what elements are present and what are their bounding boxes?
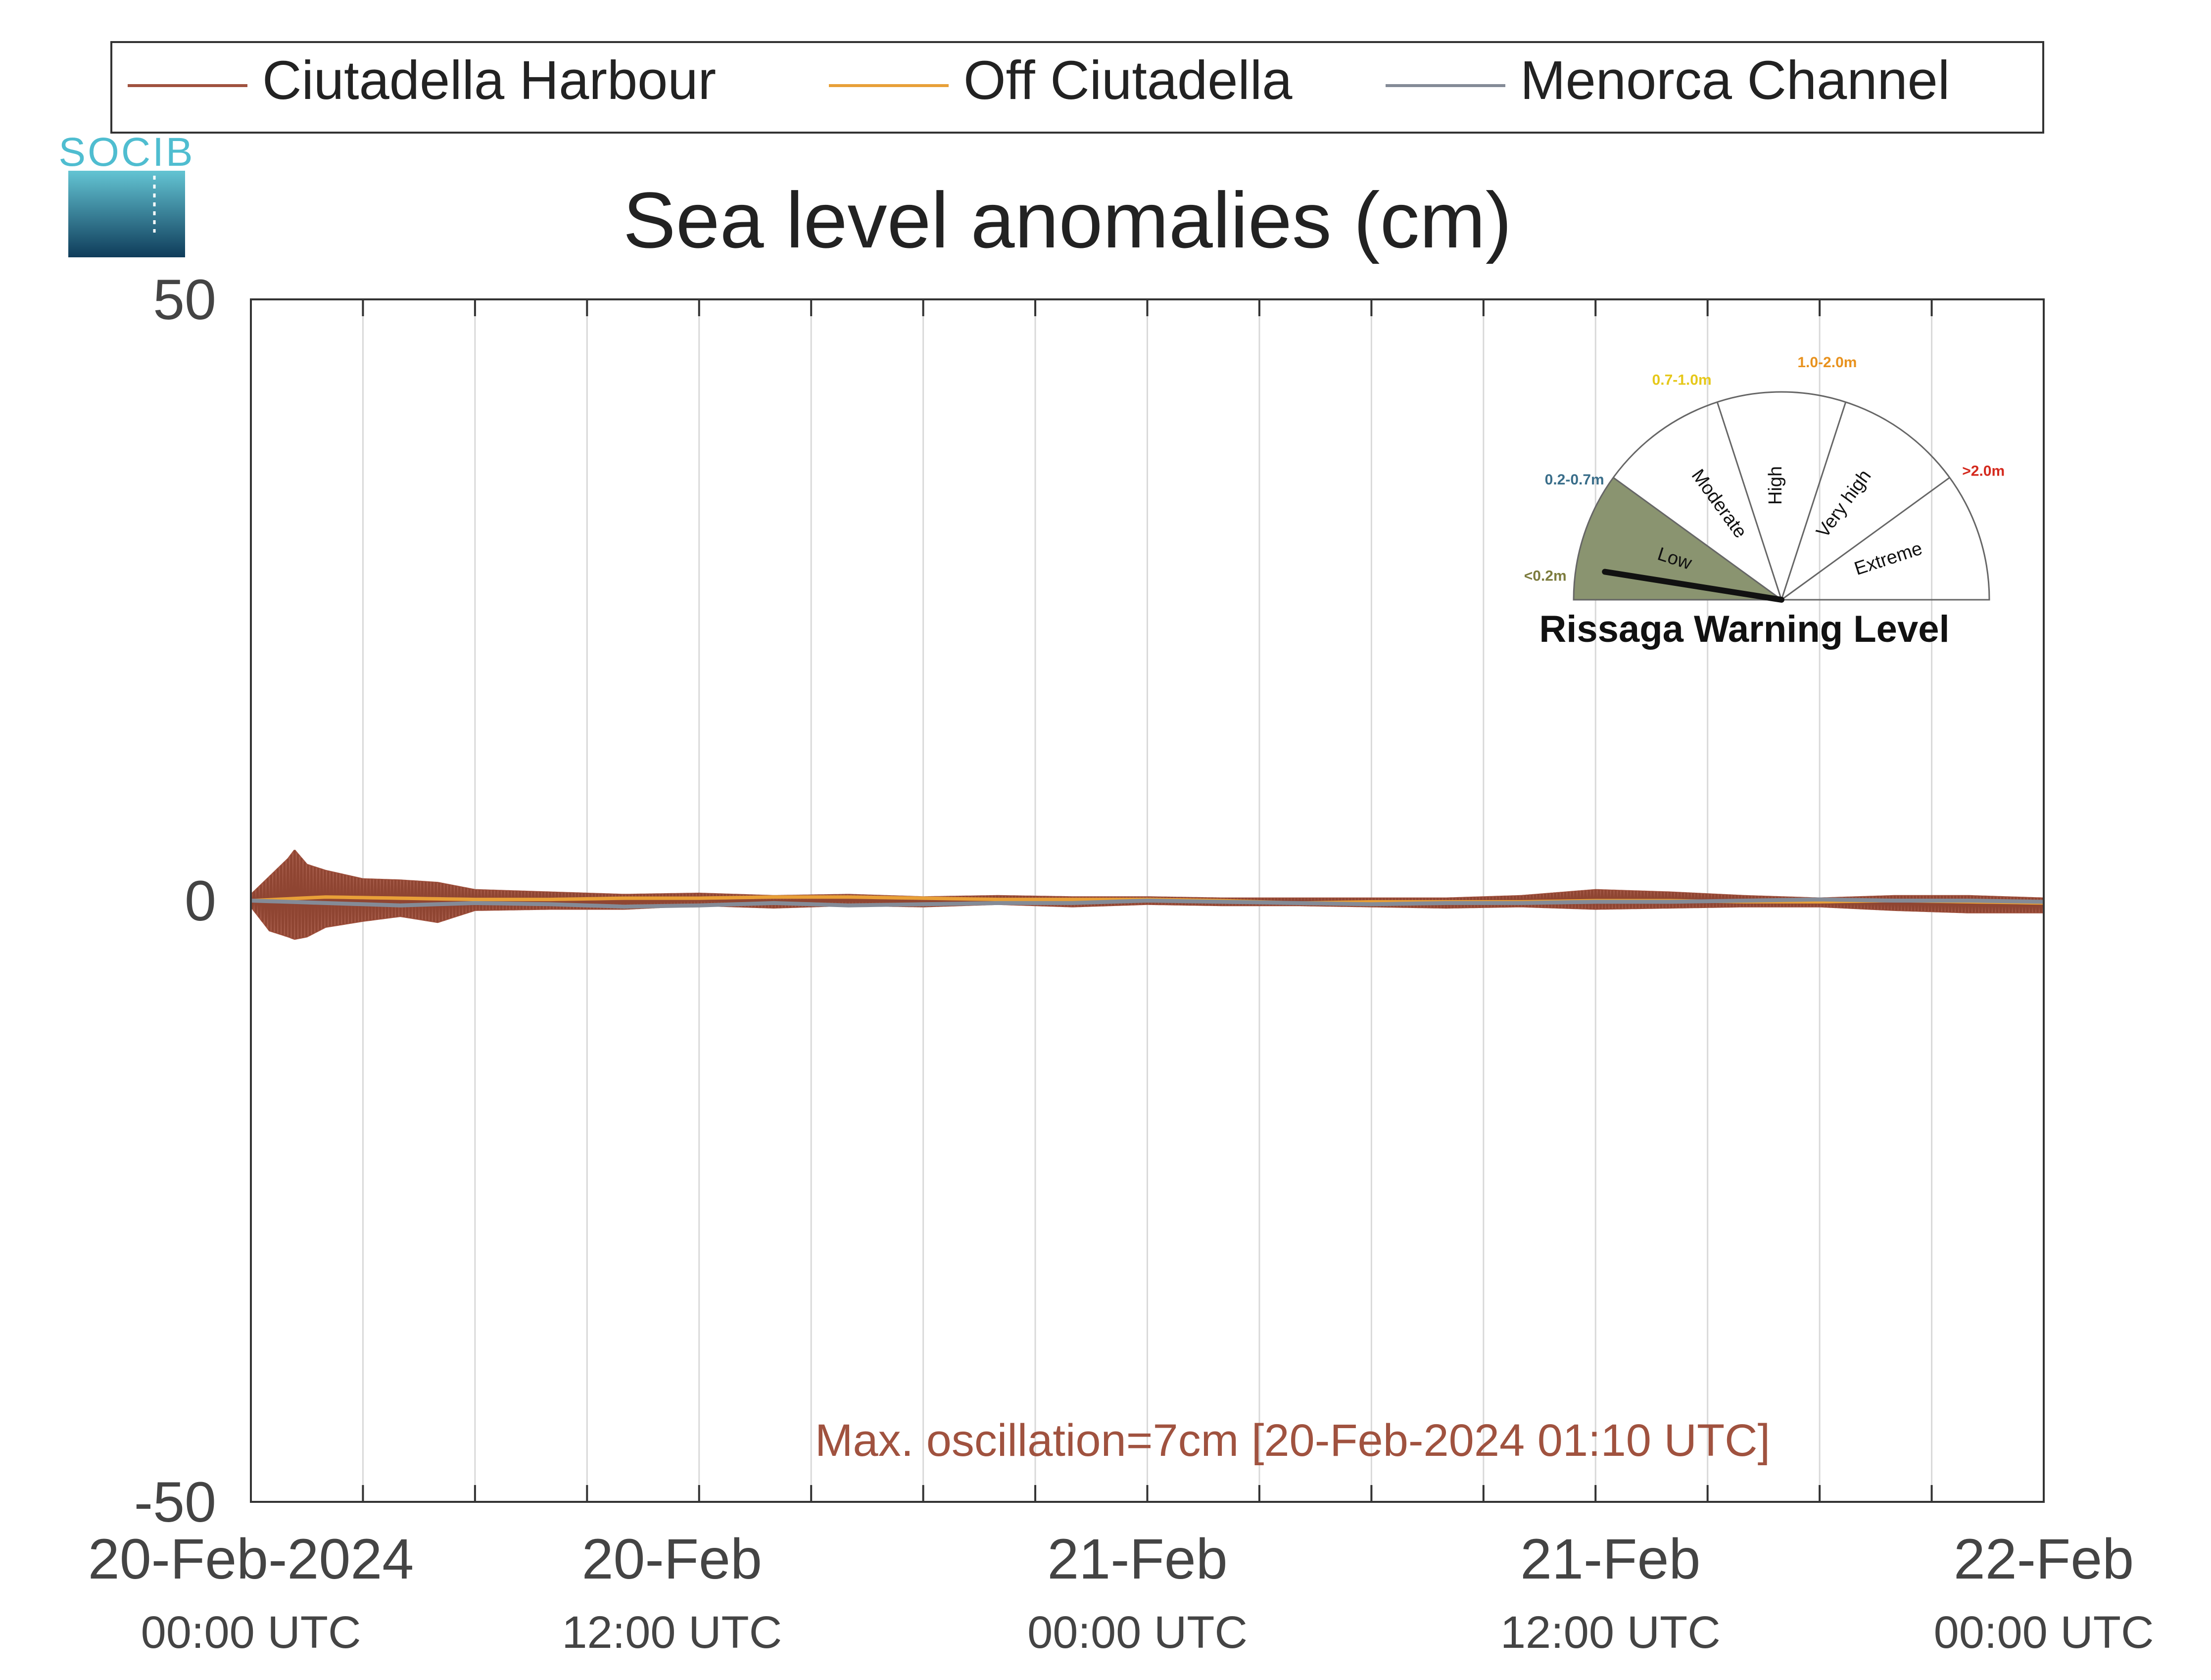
gauge-dividers (1613, 402, 1950, 601)
gauge-outline (1573, 391, 1990, 601)
x-tick-time-label: 00:00 UTC (1027, 1607, 1248, 1658)
y-tick-label: 0 (185, 869, 216, 933)
gauge-range-moderate: 0.2-0.7m (1545, 472, 1604, 488)
x-tick-date-label: 20-Feb (582, 1528, 762, 1591)
x-tick-date-label: 22-Feb (1954, 1528, 2134, 1591)
legend-label-off-ciutadella: Off Ciutadella (963, 50, 1293, 111)
legend-frame (110, 41, 2044, 134)
socib-logo-text: SOCIB (58, 130, 194, 175)
y-tick-label: 50 (153, 268, 216, 332)
x-tick-date-label: 21-Feb (1047, 1528, 1227, 1591)
gauge-range-low: <0.2m (1524, 568, 1567, 584)
plot-frame (250, 298, 2045, 1503)
max-oscillation-annotation: Max. oscillation=7cm [20-Feb-2024 01:10 … (815, 1415, 1770, 1466)
x-tick-time-label: 12:00 UTC (562, 1607, 782, 1658)
gauge-divider (1780, 402, 1847, 600)
gauge-needle (1602, 569, 1784, 603)
socib-logo-block (68, 171, 185, 257)
legend: Ciutadella Harbour Off Ciutadella Menorc… (110, 41, 2044, 134)
chart-title: Sea level anomalies (cm) (623, 176, 1512, 264)
socib-logo: SOCIB (58, 130, 194, 257)
x-tick-date-label: 21-Feb (1520, 1528, 1700, 1591)
gauge-divider (1613, 477, 1782, 601)
legend-label-menorca-channel: Menorca Channel (1520, 50, 1950, 111)
y-axis: 50 0 -50 (134, 268, 266, 1534)
gauge-range-extreme: >2.0m (1962, 463, 2005, 480)
x-tick-date-label: 20-Feb-2024 (88, 1528, 414, 1591)
x-tick-time-label: 00:00 UTC (1934, 1607, 2154, 1658)
gauge-sector-label-high: High (1765, 466, 1786, 505)
y-tick-label: -50 (134, 1471, 216, 1534)
x-tick-time-label: 00:00 UTC (141, 1607, 361, 1658)
gauge-divider (1716, 402, 1782, 600)
series-menorca-channel-line (250, 897, 2044, 909)
gauge-title: Rissaga Warning Level (1539, 608, 1949, 650)
x-axis: 20-Feb-2024 00:00 UTC 20-Feb 12:00 UTC 21-Fe… (88, 1528, 2154, 1658)
x-tick-time-label: 12:00 UTC (1500, 1607, 1721, 1658)
legend-label-ciutadella-harbour: Ciutadella Harbour (262, 50, 716, 111)
gauge-divider (1781, 477, 1950, 601)
gauge-range-very-high: 1.0-2.0m (1797, 354, 1857, 371)
gauge-range-high: 0.7-1.0m (1652, 372, 1712, 388)
